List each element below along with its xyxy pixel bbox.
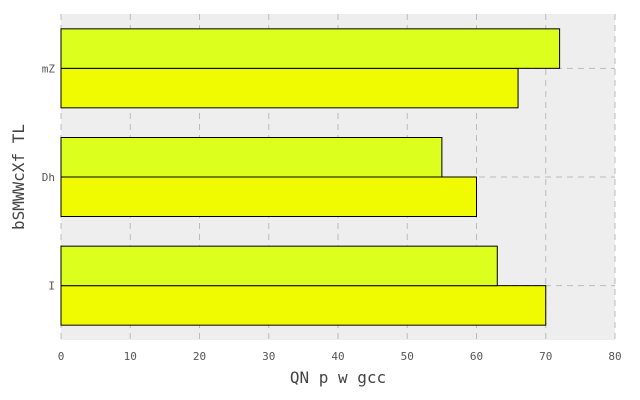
x-tick-label: 80 [608, 350, 621, 363]
bar-mZ-series-1 [60, 67, 519, 109]
y-tick-label: Dh [42, 171, 55, 184]
x-tick-label: 30 [262, 350, 275, 363]
bar-I-series-2 [60, 245, 498, 287]
y-tick-label: I [48, 280, 55, 293]
x-tick-label: 50 [401, 350, 414, 363]
bar-Dh-series-2 [60, 137, 443, 178]
y-tick-label: mZ [42, 62, 56, 75]
bars [60, 28, 561, 326]
bar-mZ-series-2 [60, 28, 561, 69]
x-tick-label: 70 [539, 350, 552, 363]
x-tick-label: 40 [331, 350, 344, 363]
x-tick-label: 0 [58, 350, 65, 363]
x-axis-label: QN p w gcc [290, 368, 386, 387]
y-axis-label: bSMWWcXf TL [9, 124, 28, 230]
bar-Dh-series-1 [60, 176, 477, 217]
x-tick-label: 10 [124, 350, 137, 363]
x-tick-label: 20 [193, 350, 206, 363]
x-tick-label: 60 [470, 350, 483, 363]
tick-labels: 0 10 20 30 40 50 60 70 80 I Dh mZ [42, 62, 622, 363]
bar-I-series-1 [60, 285, 547, 326]
